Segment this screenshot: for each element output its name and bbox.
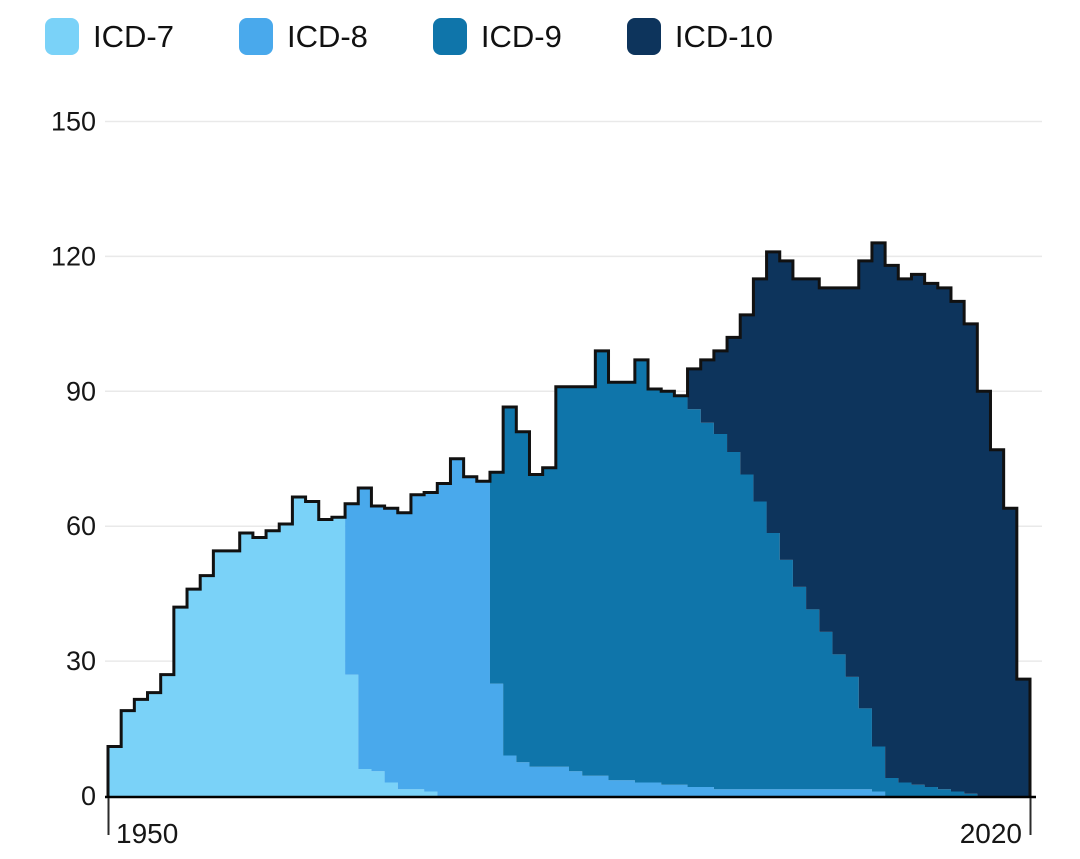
series-areas bbox=[108, 242, 1030, 796]
y-tick-label-150: 150 bbox=[51, 107, 96, 137]
legend-swatch-icd-9 bbox=[432, 18, 467, 55]
legend-swatch-icd-7 bbox=[45, 18, 79, 55]
series-area-icd-9 bbox=[108, 350, 1030, 796]
y-tick-label-30: 30 bbox=[66, 646, 96, 676]
series-area-icd-10 bbox=[108, 242, 1030, 796]
total-outline bbox=[106, 241, 1032, 796]
legend-label-icd-8: ICD-8 bbox=[286, 19, 368, 54]
series-area-icd-7 bbox=[108, 496, 1030, 796]
y-tick-label-60: 60 bbox=[66, 511, 96, 541]
legend: ICD-7 ICD-8 ICD-9 ICD-10 bbox=[45, 18, 773, 55]
x-tick-label-1950: 1950 bbox=[116, 818, 178, 849]
legend-label-icd-7: ICD-7 bbox=[93, 19, 174, 54]
legend-swatch-icd-10 bbox=[626, 18, 661, 55]
y-tick-label-90: 90 bbox=[66, 376, 96, 406]
legend-item-icd-8[interactable]: ICD-8 bbox=[238, 18, 368, 55]
legend-item-icd-9[interactable]: ICD-9 bbox=[432, 18, 562, 55]
legend-swatch-icd-8 bbox=[238, 18, 273, 55]
legend-label-icd-10: ICD-10 bbox=[674, 19, 774, 54]
legend-label-icd-9: ICD-9 bbox=[480, 19, 562, 54]
legend-item-icd-10[interactable]: ICD-10 bbox=[626, 18, 774, 55]
x-ticks bbox=[107, 798, 1032, 835]
x-tick-label-2020: 2020 bbox=[960, 818, 1022, 849]
y-tick-label-120: 120 bbox=[51, 241, 96, 271]
legend-item-icd-7[interactable]: ICD-7 bbox=[45, 18, 174, 55]
y-tick-labels: 0 30 60 90 120 150 bbox=[51, 107, 96, 812]
y-tick-label-0: 0 bbox=[81, 781, 96, 811]
